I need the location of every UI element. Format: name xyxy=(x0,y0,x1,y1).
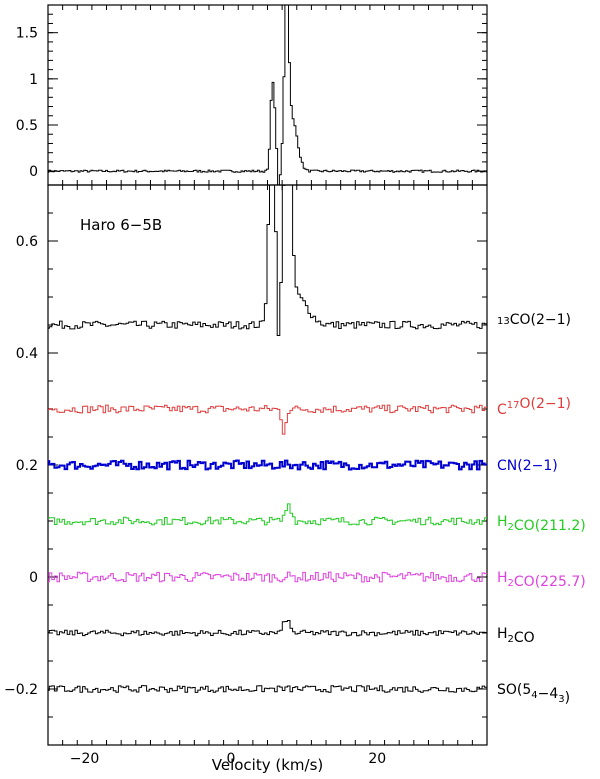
spectrum-line xyxy=(48,685,487,693)
top-ytick-label: 1 xyxy=(29,72,38,88)
series-label: H2CO xyxy=(497,626,535,646)
spectrum-line xyxy=(48,459,487,471)
series-label: C17O(2−1) xyxy=(497,396,571,418)
bottom-ytick-label: 0 xyxy=(29,570,38,586)
series-label-part: ) xyxy=(565,690,570,706)
spectrum-line xyxy=(48,503,487,526)
top-spectrum-line xyxy=(48,5,487,185)
bottom-xtick-label: −20 xyxy=(70,751,100,767)
series-label-part: CO(211.2) xyxy=(514,518,586,534)
series-label-part: 2 xyxy=(508,634,514,645)
series-label-part: C xyxy=(497,402,507,418)
series-label-part: −4 xyxy=(538,686,559,702)
bottom-ytick-label: −0.2 xyxy=(4,682,38,698)
x-axis-label: Velocity (km/s) xyxy=(212,756,323,774)
bottom-xtick-label: 20 xyxy=(368,751,386,767)
spectrum-line xyxy=(48,571,487,583)
bottom-xtick-label: 0 xyxy=(226,751,235,767)
series-label-part: H xyxy=(497,570,508,586)
bottom-ytick-label: 0.4 xyxy=(16,346,38,362)
series-label-part: 4 xyxy=(531,690,537,701)
bottom-ytick-label: 0.2 xyxy=(16,458,38,474)
spectrum-line xyxy=(48,620,487,637)
series-label-part: O(2−1) xyxy=(520,396,572,412)
series-label-part: 17 xyxy=(507,400,520,411)
top-panel-frame xyxy=(47,4,488,186)
series-label-part: 2 xyxy=(508,522,514,533)
series-label: H2CO(211.2) xyxy=(497,514,586,534)
series-label-part: CN(2−1) xyxy=(497,458,558,474)
top-ytick-label: 0.5 xyxy=(16,118,38,134)
series-label-part: CO(2−1) xyxy=(510,312,571,328)
series-label-part: 13 xyxy=(497,316,510,327)
source-annotation: Haro 6−5B xyxy=(80,216,162,234)
series-label-part: 3 xyxy=(558,694,564,705)
series-label-part: SO(5 xyxy=(497,682,531,698)
series-label: H2CO(225.7) xyxy=(497,570,586,590)
spectrum-line xyxy=(48,404,487,435)
series-label: CN(2−1) xyxy=(497,458,558,474)
series-label: SO(54−43) xyxy=(497,682,570,706)
series-label-part: H xyxy=(497,626,508,642)
spectrum-line xyxy=(48,185,487,336)
top-ytick-label: 0 xyxy=(29,164,38,180)
series-label-part: CO xyxy=(514,630,535,646)
series-label-part: H xyxy=(497,514,508,530)
series-label-part: 2 xyxy=(508,578,514,589)
series-label-part: CO(225.7) xyxy=(514,574,586,590)
series-label: 13CO(2−1) xyxy=(497,312,571,328)
bottom-ytick-label: 0.6 xyxy=(16,234,38,250)
top-ytick-label: 1.5 xyxy=(16,26,38,42)
